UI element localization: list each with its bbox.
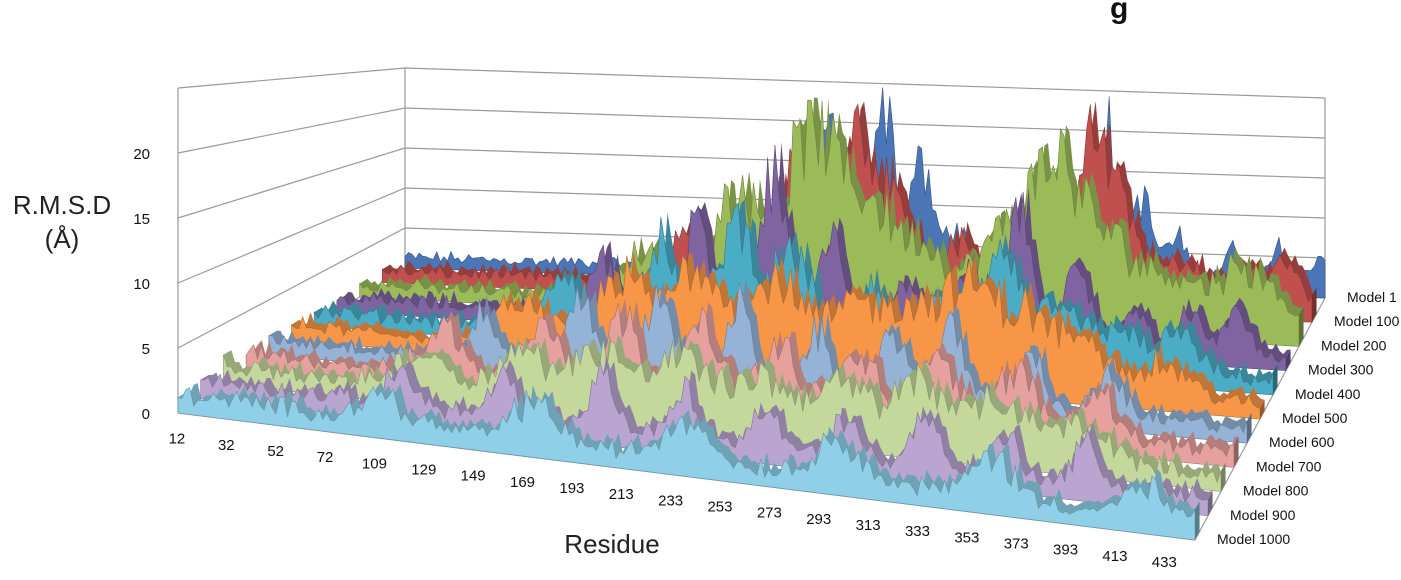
series-label: Model 900 bbox=[1230, 507, 1296, 523]
series-model-200 bbox=[359, 97, 1304, 347]
series-top-surface bbox=[178, 381, 1200, 518]
series-end-cap bbox=[1273, 363, 1278, 395]
x-tick-label: 149 bbox=[461, 468, 486, 485]
series-label: Model 400 bbox=[1295, 386, 1361, 402]
series-label: Model 100 bbox=[1334, 313, 1400, 329]
series-label: Model 300 bbox=[1308, 362, 1374, 378]
x-axis-title: Residue bbox=[564, 529, 659, 559]
series-end-cap bbox=[1260, 399, 1265, 419]
x-tick-label: 52 bbox=[267, 443, 284, 460]
gridline-15 bbox=[177, 147, 1326, 219]
x-tick-label: 413 bbox=[1102, 548, 1127, 565]
series-label: Model 200 bbox=[1321, 337, 1387, 353]
x-tick-label: 169 bbox=[510, 474, 535, 491]
series-end-cap bbox=[1286, 349, 1291, 371]
series-top-surface bbox=[246, 298, 1239, 457]
x-tick-label: 313 bbox=[856, 517, 881, 534]
x-tick-label: 32 bbox=[218, 437, 235, 454]
x-tick-labels: 12 32 52 72 109 129 149 169 193 213 233 253 273 293 31… bbox=[169, 431, 1177, 571]
series-front-face bbox=[177, 386, 1196, 541]
y-axis-title-line2: (Å) bbox=[45, 224, 80, 254]
series-end-cap bbox=[1208, 490, 1213, 516]
series-depth-labels: Model 1 Model 100 Model 200 Model 300 Model … bbox=[1217, 289, 1400, 547]
series-end-cap bbox=[1247, 412, 1252, 444]
x-tick-label: 193 bbox=[559, 480, 584, 497]
x-tick-label: 333 bbox=[905, 523, 930, 540]
series-label: Model 500 bbox=[1282, 410, 1348, 426]
series-end-cap bbox=[1221, 462, 1226, 492]
series-end-cap bbox=[1234, 436, 1239, 468]
gridline-20 bbox=[177, 107, 1326, 154]
x-tick-label: 213 bbox=[609, 486, 634, 503]
x-tick-label: 393 bbox=[1053, 542, 1078, 559]
x-tick-label: 373 bbox=[1004, 535, 1029, 552]
x-tick-label: 72 bbox=[317, 449, 334, 466]
series-top-surface bbox=[314, 199, 1278, 386]
series-model-1000 bbox=[177, 381, 1200, 541]
x-tick-label: 273 bbox=[757, 505, 782, 522]
y-axis-title-line1: R.M.S.D bbox=[13, 190, 111, 220]
y-tick-labels: 0 5 10 15 20 bbox=[133, 146, 150, 423]
series-layer bbox=[177, 87, 1326, 541]
x-tick-label: 253 bbox=[707, 498, 732, 515]
y-tick-label: 20 bbox=[133, 146, 150, 163]
x-tick-label: 233 bbox=[658, 492, 683, 509]
series-label: Model 800 bbox=[1243, 483, 1309, 499]
gridline-25 bbox=[177, 67, 1326, 99]
series-label: Model 1000 bbox=[1217, 531, 1290, 547]
series-top-surface bbox=[359, 97, 1304, 317]
x-tick-label: 433 bbox=[1152, 554, 1177, 571]
series-label: Model 600 bbox=[1269, 434, 1335, 450]
series-end-cap bbox=[1299, 306, 1304, 347]
y-tick-label: 5 bbox=[142, 341, 150, 358]
x-tick-label: 109 bbox=[362, 455, 387, 472]
series-end-cap bbox=[1195, 501, 1200, 540]
x-tick-label: 129 bbox=[411, 461, 436, 478]
chart-title-fragment: g bbox=[1110, 0, 1128, 25]
y-tick-label: 15 bbox=[133, 211, 150, 228]
x-tick-label: 293 bbox=[806, 511, 831, 528]
y-tick-label: 0 bbox=[142, 406, 150, 423]
series-top-surface bbox=[268, 277, 1252, 433]
y-tick-label: 10 bbox=[133, 276, 150, 293]
series-front-face bbox=[359, 99, 1300, 347]
x-tick-label: 353 bbox=[954, 529, 979, 546]
series-end-cap bbox=[1312, 287, 1317, 323]
series-top-surface bbox=[200, 355, 1213, 503]
x-tick-label: 12 bbox=[169, 431, 186, 448]
series-label: Model 700 bbox=[1256, 458, 1322, 474]
series-label: Model 1 bbox=[1347, 289, 1397, 305]
